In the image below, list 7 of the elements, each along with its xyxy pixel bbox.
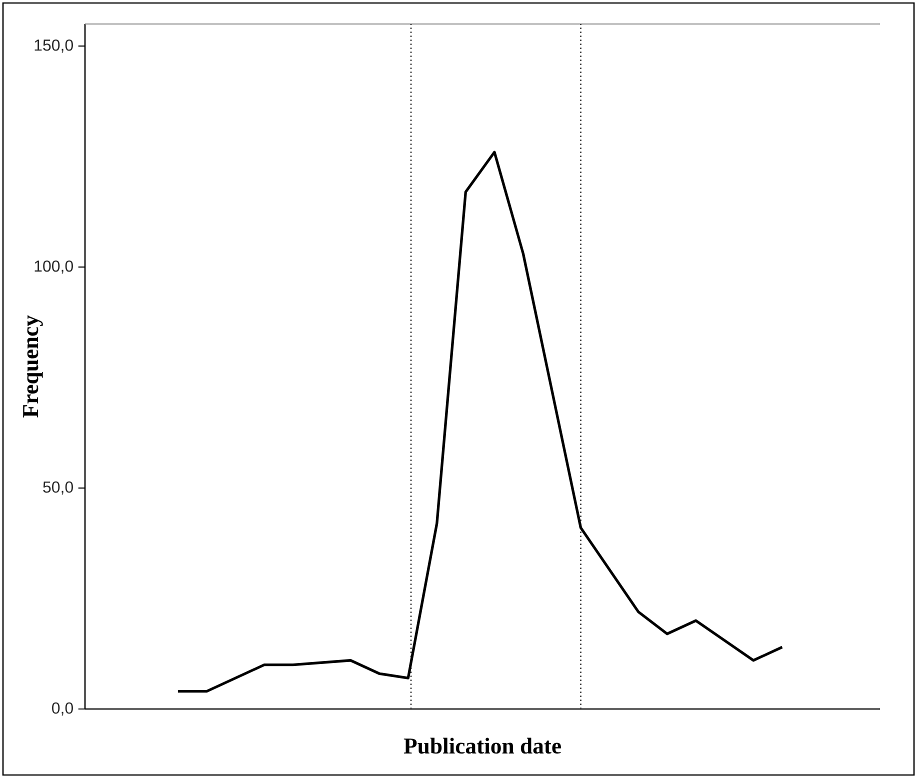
y-tick-label: 0,0	[52, 702, 74, 716]
y-tick-label: 50,0	[43, 481, 74, 495]
y-tick-label: 100,0	[34, 260, 73, 274]
line-series	[176, 150, 784, 693]
x-axis-title: Publication date	[404, 738, 561, 754]
y-tick-label: 150,0	[34, 39, 73, 53]
y-axis-title: Frequency	[23, 315, 43, 418]
